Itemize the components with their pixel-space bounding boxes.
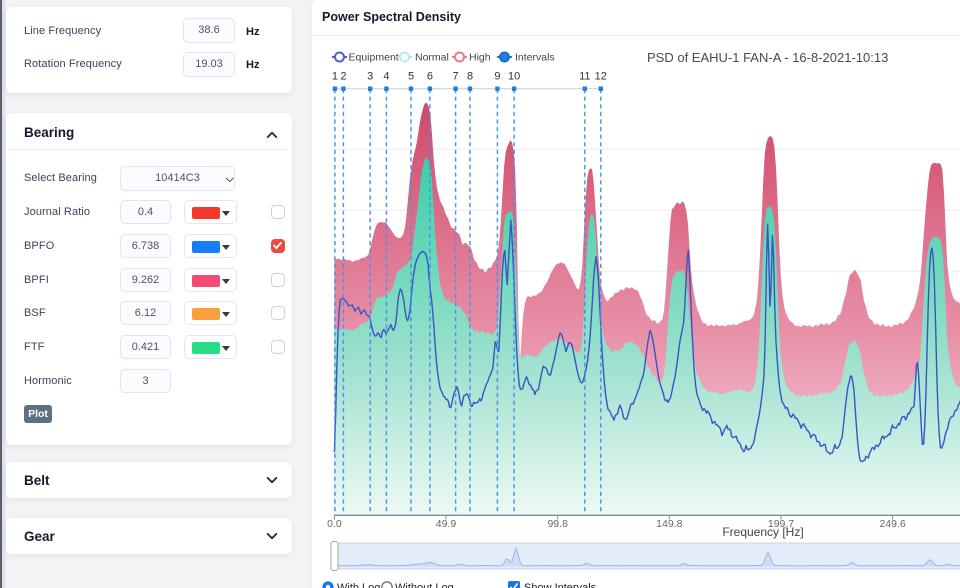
svg-text:Equipment: Equipment (349, 52, 399, 64)
svg-text:4: 4 (383, 71, 389, 83)
svg-text:49.9: 49.9 (436, 518, 457, 530)
svg-text:Frequency [Hz]: Frequency [Hz] (722, 525, 803, 539)
svg-text:5: 5 (408, 71, 414, 83)
svg-text:8: 8 (467, 71, 473, 83)
svg-text:1: 1 (332, 71, 338, 83)
svg-text:10: 10 (508, 71, 520, 83)
svg-text:7: 7 (453, 71, 459, 83)
svg-text:6: 6 (427, 71, 433, 83)
svg-text:Show Intervals: Show Intervals (524, 582, 597, 588)
svg-text:0.0: 0.0 (327, 518, 342, 530)
svg-text:2: 2 (340, 71, 346, 83)
svg-text:With Log: With Log (337, 582, 380, 588)
svg-text:199.7: 199.7 (768, 518, 794, 530)
svg-text:249.6: 249.6 (879, 518, 905, 530)
svg-text:149.8: 149.8 (656, 518, 682, 530)
svg-text:11: 11 (579, 71, 590, 83)
svg-text:9: 9 (494, 71, 500, 83)
svg-text:Intervals: Intervals (515, 52, 555, 64)
svg-text:High: High (469, 52, 491, 64)
svg-text:12: 12 (595, 71, 607, 83)
svg-text:Normal: Normal (415, 52, 449, 64)
svg-text:3: 3 (367, 71, 373, 83)
svg-text:99.8: 99.8 (547, 518, 568, 530)
svg-text:Without Log: Without Log (395, 582, 454, 588)
